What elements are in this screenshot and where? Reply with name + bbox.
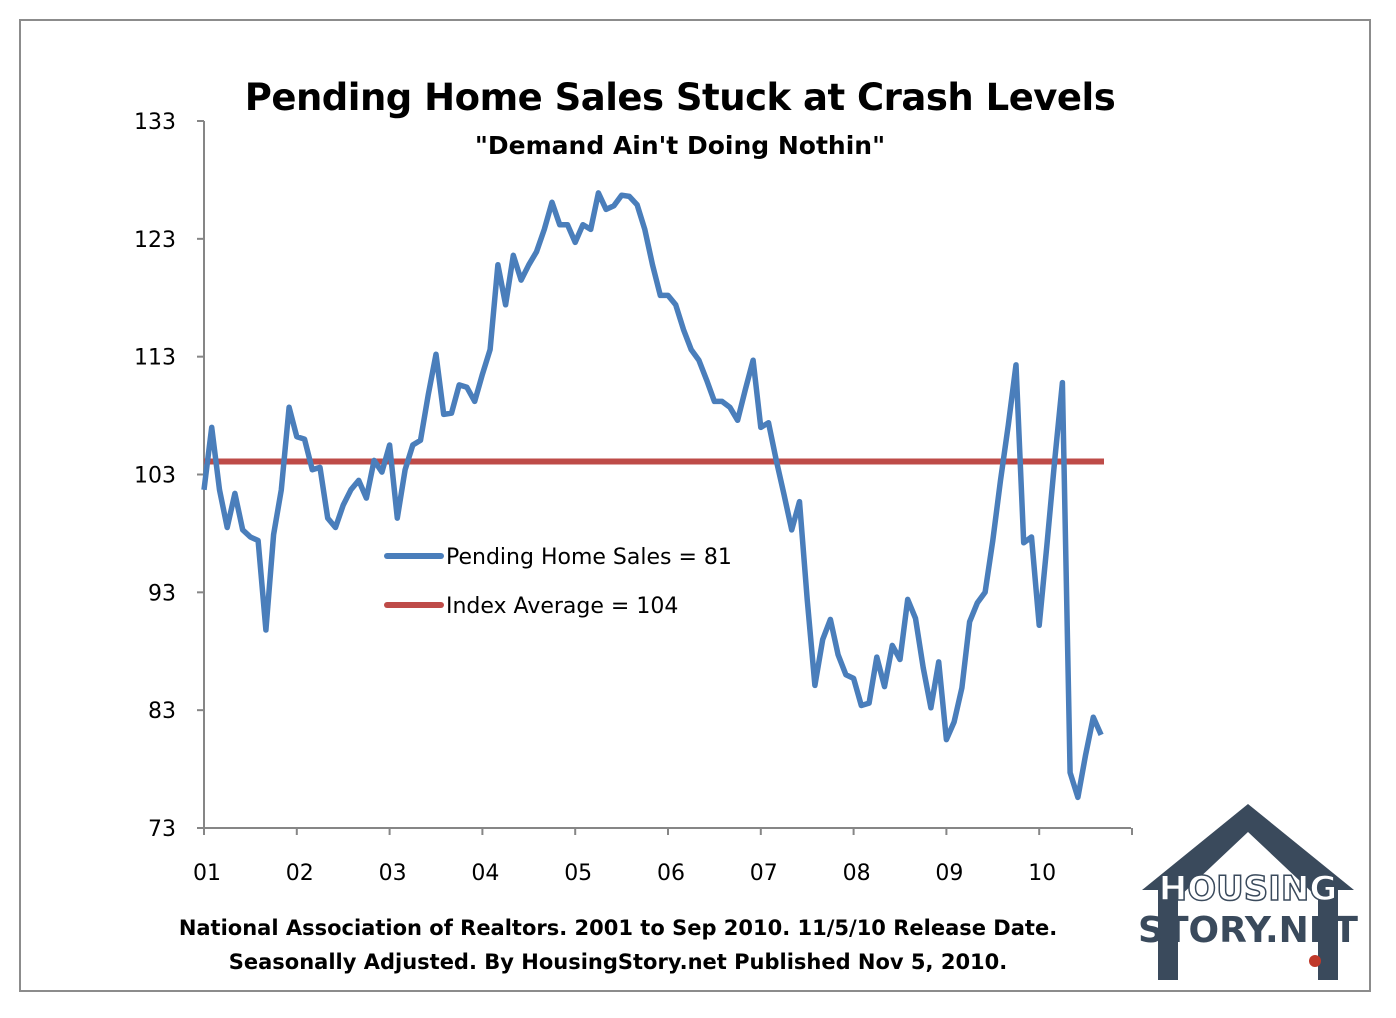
chart-title: Pending Home Sales Stuck at Crash Levels <box>244 76 1116 119</box>
y-tick-label: 133 <box>134 110 176 135</box>
x-tick-label: 10 <box>1028 861 1056 886</box>
y-tick-label: 103 <box>134 464 176 489</box>
legend-label: Pending Home Sales = 81 <box>446 545 732 570</box>
x-tick-label: 02 <box>286 861 314 886</box>
chart-subtitle: "Demand Ain't Doing Nothin" <box>474 131 886 160</box>
logo-line-1: HOUSING <box>1159 869 1337 909</box>
pending-home-sales-line <box>201 190 1104 801</box>
y-tick-label: 123 <box>134 228 176 253</box>
x-tick-label: 01 <box>193 861 221 886</box>
y-tick-label: 113 <box>134 346 176 371</box>
x-tick-label: 04 <box>471 861 499 886</box>
logo-line-2: STORY.NET <box>1138 910 1358 951</box>
x-tick-label: 03 <box>379 861 407 886</box>
x-tick-label: 06 <box>657 861 685 886</box>
x-tick-label: 09 <box>935 861 963 886</box>
flower-icon <box>1309 955 1321 967</box>
legend-label: Index Average = 104 <box>446 594 678 619</box>
x-tick-label: 07 <box>750 861 778 886</box>
y-tick-label: 83 <box>148 699 176 724</box>
housingstory-logo: HOUSING STORY.NET <box>1138 804 1358 980</box>
y-tick-label: 93 <box>148 581 176 606</box>
y-tick-label: 73 <box>148 817 176 842</box>
footnote-line-1: National Association of Realtors. 2001 t… <box>178 916 1058 940</box>
x-tick-label: 08 <box>843 861 871 886</box>
footnote-line-2: Seasonally Adjusted. By HousingStory.net… <box>228 950 1008 974</box>
x-tick-label: 05 <box>564 861 592 886</box>
chart-frame <box>19 19 1371 992</box>
